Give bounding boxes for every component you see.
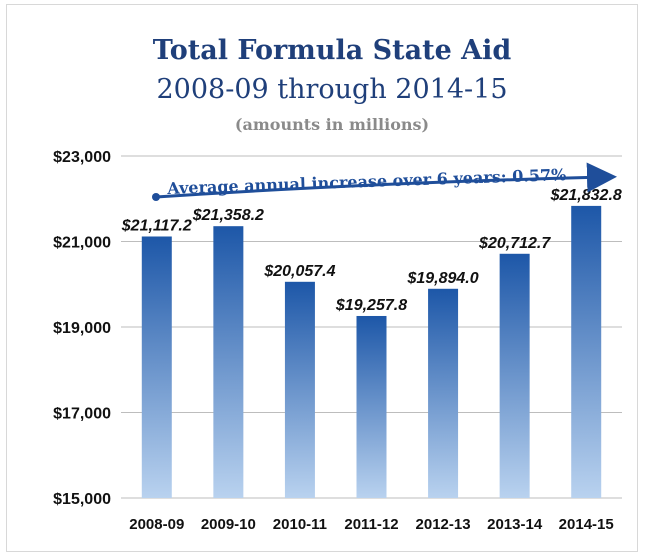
data-label: $19,894.0 [406, 270, 478, 287]
chart-frame: Total Formula State Aid 2008-09 through … [6, 4, 638, 552]
data-label: $21,117.2 [121, 217, 192, 234]
y-tick-label: $17,000 [53, 406, 111, 423]
chart-title: Total Formula State Aid [153, 35, 512, 66]
x-tick-label: 2009-10 [201, 516, 256, 533]
x-tick-label: 2010-11 [273, 516, 327, 533]
y-tick-label: $19,000 [53, 320, 111, 337]
trend-annotation: Average annual increase over 6 years: 0.… [166, 165, 567, 198]
bar [428, 288, 459, 498]
y-tick-label: $23,000 [53, 149, 111, 166]
trend-arrow-line [155, 162, 617, 199]
data-label: $20,057.4 [263, 263, 335, 280]
data-label: $19,257.8 [335, 297, 407, 314]
x-axis-ticks: 2008-09 2009-10 2010-11 2011-12 2012-13 2013-… [129, 516, 613, 533]
x-tick-label: 2008-09 [129, 516, 184, 533]
y-tick-label: $15,000 [53, 491, 111, 508]
trend-arrow: Average annual increase over 6 years: 0.… [152, 162, 617, 201]
y-axis-ticks: $15,000 $17,000 $19,000 $21,000 $23,000 [53, 149, 111, 508]
data-label: $21,358.2 [192, 207, 264, 224]
bar-chart: Total Formula State Aid 2008-09 through … [53, 35, 622, 533]
bar [213, 226, 244, 498]
data-label: $21,832.8 [550, 187, 622, 204]
data-label: $20,712.7 [478, 235, 551, 252]
bar [499, 253, 530, 498]
data-labels: $21,117.2$21,358.2 $20,057.4$19,257.8 $19,… [121, 187, 622, 314]
x-tick-label: 2014-15 [559, 516, 614, 533]
x-tick-label: 2011-12 [344, 516, 398, 533]
x-tick-label: 2013-14 [487, 516, 543, 533]
x-tick-label: 2012-13 [416, 516, 471, 533]
y-tick-label: $21,000 [53, 235, 111, 252]
bars [141, 205, 602, 499]
bar [356, 315, 387, 498]
chart-subtitle: 2008-09 through 2014-15 [156, 74, 507, 105]
bar [571, 205, 602, 498]
bar [284, 281, 315, 498]
bar [141, 236, 172, 499]
units-note: (amounts in millions) [235, 115, 429, 134]
